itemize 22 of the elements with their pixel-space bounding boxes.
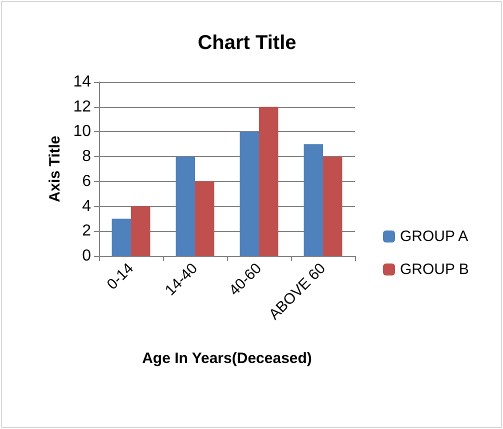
chart-title: Chart Title xyxy=(198,32,296,54)
y-axis-title: Axis Title xyxy=(46,136,64,202)
bar xyxy=(240,132,259,256)
legend-label: GROUP B xyxy=(400,261,469,278)
bar xyxy=(195,181,214,256)
y-tick-label: 6 xyxy=(82,172,92,190)
x-tick-label: 0-14 xyxy=(104,260,138,294)
bar xyxy=(323,156,342,256)
x-axis-title: Age In Years(Deceased) xyxy=(142,350,312,367)
bar xyxy=(131,206,150,256)
y-tick-label: 10 xyxy=(73,123,92,140)
y-tick-label: 14 xyxy=(73,74,92,90)
bar xyxy=(304,144,323,256)
bar xyxy=(259,106,278,256)
y-tick-label: 2 xyxy=(82,222,92,240)
bar xyxy=(176,156,195,256)
bar xyxy=(112,218,131,256)
y-tick-label: 0 xyxy=(82,248,92,264)
legend-label: GROUP A xyxy=(400,228,468,245)
y-tick-label: 4 xyxy=(82,198,92,215)
y-tick-label: 12 xyxy=(73,98,92,116)
y-tick-label: 8 xyxy=(82,148,92,166)
